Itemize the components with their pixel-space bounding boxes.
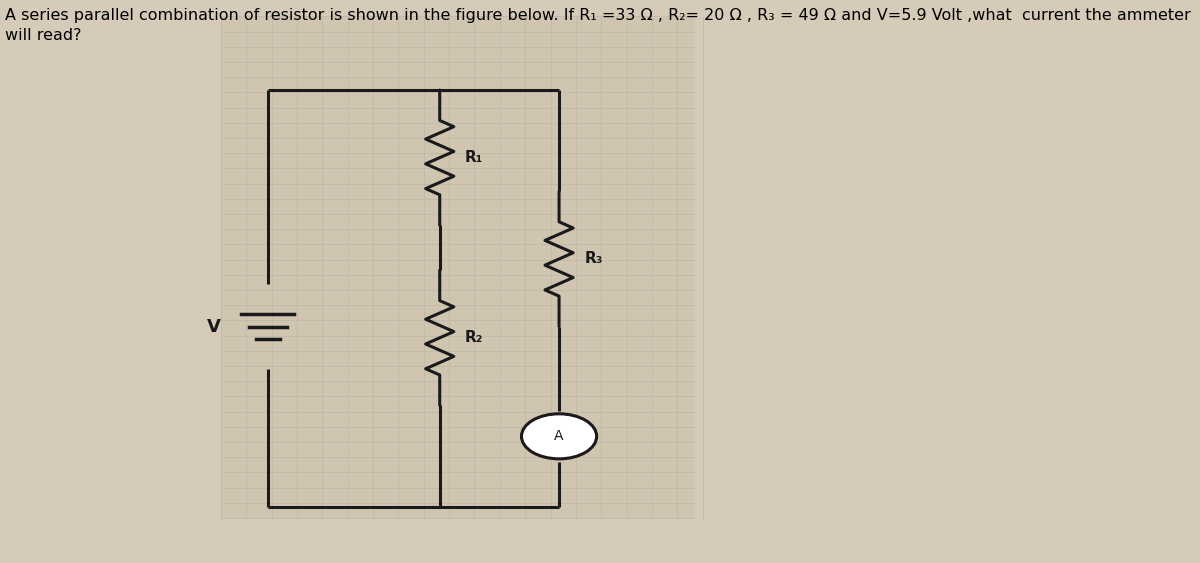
Text: R₁: R₁	[466, 150, 484, 165]
Text: A: A	[554, 430, 564, 443]
Text: R₂: R₂	[466, 330, 484, 345]
Text: A series parallel combination of resistor is shown in the figure below. If R₁ =3: A series parallel combination of resisto…	[5, 8, 1190, 43]
Bar	[221, 17, 695, 518]
Circle shape	[522, 414, 596, 459]
Text: R₃: R₃	[584, 252, 602, 266]
Text: V: V	[206, 318, 221, 336]
